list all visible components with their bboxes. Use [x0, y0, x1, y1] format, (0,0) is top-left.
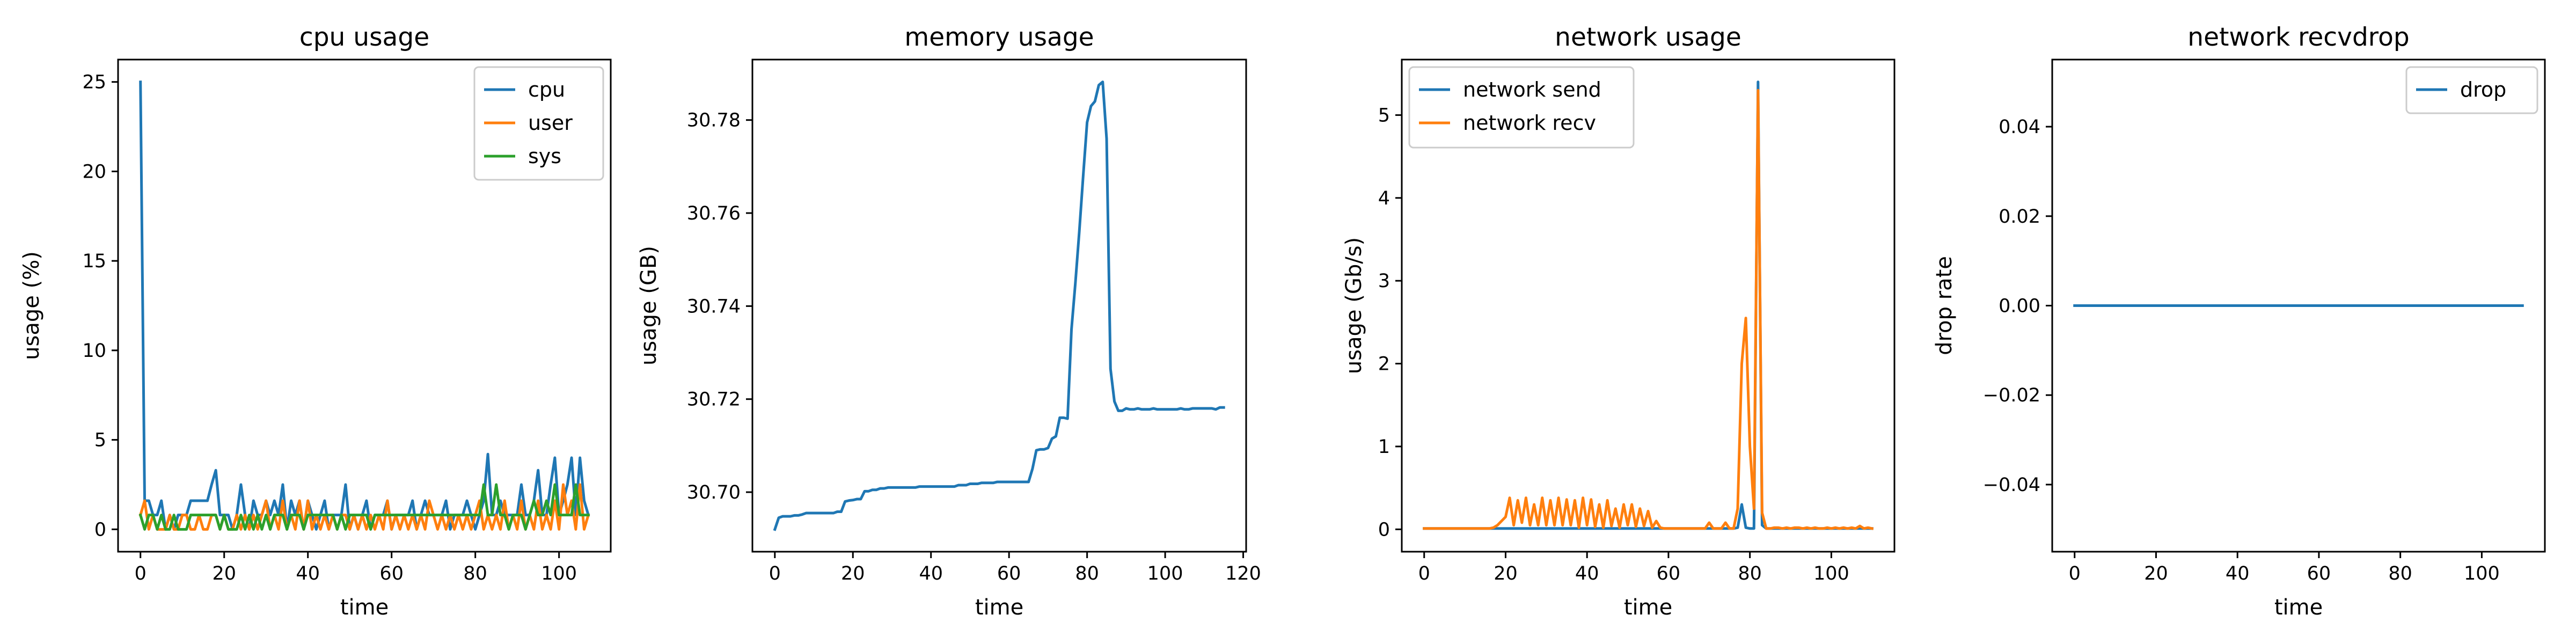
- y-tick-label: 0: [1378, 519, 1390, 540]
- series-line-network-recv: [1423, 89, 1874, 530]
- y-tick-label: 4: [1378, 188, 1390, 209]
- series-group: [773, 80, 1225, 531]
- legend-label: cpu: [528, 78, 565, 101]
- y-tick-label: 30.78: [687, 110, 741, 131]
- x-tick-label: 80: [2388, 563, 2412, 584]
- y-tick-label: 1: [1378, 436, 1390, 458]
- x-tick-label: 40: [919, 563, 943, 584]
- x-tick-label: 0: [2069, 563, 2081, 584]
- x-tick-label: 60: [1657, 563, 1681, 584]
- y-tick-label: 5: [94, 430, 106, 451]
- x-tick-label: 60: [379, 563, 404, 584]
- x-tick-label: 80: [463, 563, 487, 584]
- legend: drop: [2405, 66, 2538, 114]
- x-axis-label: time: [340, 595, 389, 620]
- x-tick-label: 20: [212, 563, 236, 584]
- axes-frame: [1401, 58, 1896, 553]
- y-tick-label: 30.70: [687, 482, 741, 503]
- chart-panel-4: network recvdrop 0 20 40 60 80 100 −0.04 −0.02 0.…: [1932, 23, 2546, 620]
- chart-panel-3: network usage 0 20 40 60 80 100 0 1 2 3 4 5 time usage…: [1342, 23, 1896, 620]
- x-tick-label: 40: [296, 563, 320, 584]
- x-tick-label: 0: [1418, 563, 1430, 584]
- y-tick-label: 3: [1378, 270, 1390, 292]
- x-tick-label: 100: [541, 563, 577, 584]
- y-tick-label: 0.00: [1999, 296, 2040, 317]
- y-axis-label: usage (Gb/s): [1342, 237, 1366, 374]
- legend-box: [473, 66, 604, 181]
- y-tick-label: 30.76: [687, 203, 741, 224]
- x-tick-label: 20: [841, 563, 865, 584]
- axes-frame: [117, 58, 612, 553]
- chart-title: memory usage: [904, 23, 1094, 52]
- y-tick-label: 0: [94, 519, 106, 540]
- x-tick-label: 0: [135, 563, 147, 584]
- y-tick-label: 2: [1378, 354, 1390, 375]
- x-axis-label: time: [975, 595, 1023, 620]
- legend-label: network recv: [1463, 111, 1596, 135]
- x-tick-label: 20: [1494, 563, 1518, 584]
- y-tick-label: 5: [1378, 105, 1390, 126]
- x-tick-label: 100: [2464, 563, 2500, 584]
- series-line-network-send: [1423, 80, 1874, 530]
- x-tick-label: 0: [769, 563, 781, 584]
- x-tick-label: 60: [2307, 563, 2331, 584]
- chart-title: cpu usage: [299, 23, 429, 52]
- series-line-sys: [138, 483, 590, 531]
- x-tick-label: 60: [997, 563, 1021, 584]
- chart-panel-2: memory usage 0 20 40 60 80 100 120 30.70 30.72 30.…: [636, 23, 1261, 620]
- y-axis-label: drop rate: [1932, 256, 1957, 355]
- chart-panel-1: cpu usage 0 20 40 60 80 100 0 5 10 15 20 25 time usage…: [19, 23, 612, 620]
- axes-frame: [751, 58, 1247, 553]
- y-tick-label: 20: [82, 161, 106, 182]
- series-line-memory: [773, 80, 1225, 531]
- legend-label: network send: [1463, 78, 1601, 101]
- y-axis-label: usage (GB): [636, 246, 661, 365]
- y-tick-label: 0.02: [1999, 206, 2040, 228]
- series-group: [138, 80, 590, 531]
- y-tick-label: 15: [82, 251, 106, 272]
- y-tick-label: 30.74: [687, 296, 741, 317]
- legend-label: sys: [528, 144, 561, 168]
- y-tick-label: 0.04: [1999, 116, 2040, 138]
- y-tick-label: −0.02: [1983, 385, 2040, 406]
- x-tick-label: 40: [2226, 563, 2250, 584]
- legend: network send network recv: [1408, 66, 1635, 149]
- chart-title: network usage: [1555, 23, 1741, 52]
- y-tick-label: 30.72: [687, 389, 741, 411]
- x-axis-label: time: [2274, 595, 2323, 620]
- x-tick-label: 100: [1813, 563, 1849, 584]
- x-tick-label: 100: [1147, 563, 1183, 584]
- y-tick-label: 10: [82, 340, 106, 362]
- legend-label: drop: [2460, 78, 2506, 101]
- x-tick-label: 120: [1225, 563, 1261, 584]
- legend: cpu user sys: [473, 66, 604, 181]
- legend-box: [2405, 66, 2538, 114]
- x-tick-label: 80: [1075, 563, 1099, 584]
- x-tick-label: 20: [2144, 563, 2168, 584]
- series-group: [1423, 80, 1874, 530]
- y-tick-label: 25: [82, 72, 106, 93]
- x-tick-label: 80: [1738, 563, 1762, 584]
- y-tick-label: −0.04: [1983, 474, 2040, 496]
- legend-box: [1408, 66, 1635, 149]
- x-tick-label: 40: [1575, 563, 1599, 584]
- chart-title: network recvdrop: [2187, 23, 2409, 52]
- legend-label: user: [528, 111, 573, 135]
- x-axis-label: time: [1624, 595, 1672, 620]
- y-axis-label: usage (%): [19, 251, 44, 360]
